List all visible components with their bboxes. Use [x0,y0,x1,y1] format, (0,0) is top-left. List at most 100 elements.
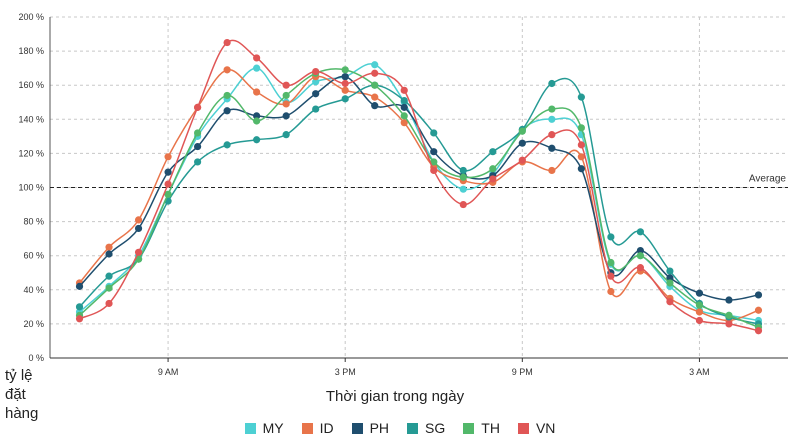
series-ph [75,73,763,304]
data-point-sg [607,233,615,241]
data-point-my [371,61,379,69]
data-point-th [105,284,113,292]
data-point-vn [253,54,261,62]
y-tick-label: 80 % [23,217,44,227]
data-point-sg [459,166,467,175]
data-point-vn [666,298,674,306]
data-point-ph [754,291,763,299]
x-tick-label: 9 AM [158,367,179,377]
data-point-ph [371,102,379,110]
data-point-sg [548,79,556,88]
data-point-th [164,190,172,198]
data-point-ph [223,107,231,115]
legend-item-sg[interactable]: SG [407,420,445,436]
data-point-sg [253,136,261,144]
data-point-ph [134,224,143,233]
data-point-my [312,78,320,86]
legend-label: PH [369,420,390,436]
data-point-ph [282,112,290,120]
data-point-sg [341,95,349,103]
data-point-ph [518,139,526,147]
data-point-vn [754,327,763,335]
legend: MY ID PH SG TH VN [0,420,800,436]
series-line-th [79,68,759,329]
legend-item-id[interactable]: ID [301,420,334,436]
data-point-ph [430,148,438,156]
data-point-th [253,117,261,125]
data-point-th [666,279,674,287]
data-point-ph [636,246,645,255]
legend-label: VN [535,420,556,436]
data-point-ph [577,165,585,173]
data-point-sg [430,129,438,137]
data-point-vn [489,175,497,183]
legend-item-ph[interactable]: PH [351,420,390,436]
legend-item-vn[interactable]: VN [517,420,556,436]
legend-item-th[interactable]: TH [463,420,500,436]
data-point-vn [577,141,585,149]
y-tick-label: 0 % [28,353,44,363]
data-point-ph [194,142,202,151]
data-point-id [341,86,349,94]
y-tick-label: 160 % [18,80,44,90]
data-point-id [134,216,143,224]
legend-item-my[interactable]: MY [244,420,284,436]
data-point-vn [400,86,408,94]
legend-label: SG [425,420,446,436]
x-tick-label: 9 PM [512,367,533,377]
data-point-vn [725,320,733,328]
data-point-th [371,81,379,89]
data-point-vn [518,156,526,164]
data-point-vn [312,67,320,76]
data-point-sg [636,228,645,236]
data-point-ph [725,296,733,304]
data-point-vn [75,315,84,323]
data-point-sg [489,148,497,156]
series-vn [75,38,763,335]
legend-label: TH [481,420,500,436]
series-line-my [79,63,759,322]
data-point-sg [75,303,84,311]
y-axis-title: tỷ lệ đặt hàng [5,366,55,423]
grid [50,16,788,358]
data-point-vn [164,180,172,188]
data-point-ph [400,103,408,111]
data-point-id [577,153,585,161]
y-tick-label: 140 % [18,114,44,124]
data-point-th [548,105,556,113]
data-point-th [430,158,438,166]
series-line-vn [79,39,759,332]
data-point-ph [164,168,172,176]
y-tick-label: 200 % [18,12,44,22]
data-point-ph [253,112,261,120]
data-point-vn [607,272,615,280]
x-tick-label: 3 PM [335,367,356,377]
legend-swatch [351,422,363,434]
data-point-th [194,129,202,137]
data-point-vn [223,38,231,47]
data-point-my [253,64,261,72]
series-my [75,61,763,325]
data-point-id [282,100,290,108]
data-point-th [223,91,231,100]
y-tick-label: 20 % [23,319,44,329]
legend-label: ID [319,420,334,436]
data-point-sg [105,272,113,280]
legend-swatch [244,422,256,434]
axes: 0 % 20 % 40 % 60 % 80 % 100 % 120 % 140 % 160 % 1… [18,12,788,377]
data-point-sg [577,93,585,101]
average-label: Average [749,174,787,185]
legend-swatch [301,422,313,434]
data-point-vn [105,299,113,308]
legend-swatch [463,422,475,434]
data-point-th [282,91,290,100]
data-point-vn [194,103,202,111]
data-point-sg [312,105,320,113]
data-point-ph [695,289,704,297]
data-point-th [725,311,733,319]
data-point-id [548,166,556,175]
data-point-th [636,252,645,260]
data-point-id [754,306,763,314]
data-point-sg [223,141,231,149]
data-point-my [548,115,556,123]
